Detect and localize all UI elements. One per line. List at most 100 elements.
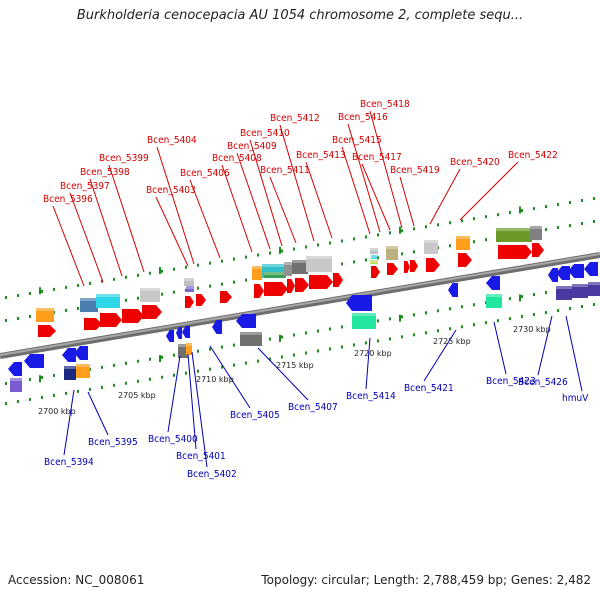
leader-line	[69, 192, 104, 283]
tick-dot	[137, 379, 139, 383]
tick-dot	[509, 211, 511, 215]
upper-gene-labels: Bcen_5396 Bcen_5397 Bcen_5398 Bcen_5399 Bcen…	[43, 99, 558, 205]
gene-label-bcen_5410: Bcen_5410	[240, 128, 290, 139]
tick-dot	[341, 325, 343, 329]
tick-dot	[173, 267, 175, 271]
leader-line	[537, 315, 553, 376]
gene-55	[556, 266, 570, 280]
gene-60-shine	[76, 364, 90, 367]
tick-dot	[161, 375, 163, 379]
gene-33-shine	[306, 256, 332, 259]
gene-18	[426, 258, 440, 272]
tick-dot	[41, 395, 43, 399]
tick-dot	[161, 355, 163, 359]
tick-dot	[557, 309, 559, 313]
tick-dot	[377, 319, 379, 323]
tick-dot	[305, 245, 307, 249]
leader-line	[191, 351, 208, 468]
gene-label-bcen_5403: Bcen_5403	[146, 185, 196, 196]
gene-label-bcen_5397: Bcen_5397	[60, 181, 110, 192]
kbp-label: 2730 kbp	[513, 325, 551, 334]
gene-label-bcen_5411: Bcen_5411	[260, 165, 310, 176]
tick-dot	[485, 215, 487, 219]
major-tick	[159, 355, 161, 363]
gene-24	[96, 294, 120, 308]
gene-label-bcen_5399: Bcen_5399	[99, 153, 149, 164]
major-tick	[159, 267, 161, 275]
tick-dot	[533, 207, 535, 211]
gene-label-bcen_5418: Bcen_5418	[360, 99, 410, 110]
gene-23	[80, 298, 98, 312]
gene-37	[386, 246, 398, 260]
tick-dot	[377, 256, 379, 260]
tick-dot	[545, 291, 547, 295]
tick-dot	[77, 389, 79, 393]
gene-7	[220, 291, 232, 303]
leader-line	[347, 123, 381, 233]
tick-dot	[5, 295, 7, 299]
tick-dot	[341, 345, 343, 349]
tick-dot	[401, 229, 403, 233]
leader-line	[459, 161, 519, 221]
tick-dot	[473, 303, 475, 307]
tick-dot	[233, 280, 235, 284]
tick-dot	[53, 373, 55, 377]
tick-dot	[161, 292, 163, 296]
gene-2	[100, 313, 122, 327]
gene-label-bcen_5413: Bcen_5413	[296, 150, 346, 161]
major-tick	[519, 206, 521, 214]
tick-dot	[5, 318, 7, 322]
leader-line	[493, 321, 507, 375]
leader-line	[279, 124, 315, 242]
tick-dot	[197, 286, 199, 290]
tick-dot	[473, 217, 475, 221]
gene-61	[178, 344, 188, 358]
tick-dot	[461, 219, 463, 223]
tick-dot	[593, 220, 595, 224]
tick-dot	[413, 313, 415, 317]
leader-line	[249, 139, 283, 247]
gene-38-shine	[424, 240, 438, 243]
tick-dot	[401, 315, 403, 319]
gene-56	[568, 264, 584, 278]
tick-dot	[353, 343, 355, 347]
gene-60	[76, 364, 90, 378]
tick-dot	[389, 337, 391, 341]
tick-dot	[17, 399, 19, 403]
leader-line	[305, 161, 333, 239]
tick-dot	[257, 253, 259, 257]
gene-27	[186, 286, 194, 292]
gene-54	[548, 268, 558, 282]
gene-48	[182, 326, 190, 338]
tick-dot	[29, 397, 31, 401]
tick-dot	[401, 335, 403, 339]
gene-53	[486, 276, 500, 290]
tick-dot	[281, 335, 283, 339]
tick-dot	[521, 209, 523, 213]
tick-dot	[173, 353, 175, 357]
leader-line	[63, 389, 75, 456]
gene-label-bcen_5421: Bcen_5421	[404, 383, 454, 394]
gene-59	[64, 366, 76, 380]
tick-dot	[533, 293, 535, 297]
tick-dot	[209, 367, 211, 371]
leader-line	[236, 152, 271, 250]
gene-41	[530, 226, 542, 240]
tick-dot	[317, 329, 319, 333]
tick-dot	[329, 327, 331, 331]
tick-dot	[329, 241, 331, 245]
tick-dot	[545, 205, 547, 209]
leader-line	[156, 146, 195, 265]
tick-dot	[317, 243, 319, 247]
gene-51	[346, 295, 372, 311]
gene-35	[371, 255, 377, 259]
leader-line	[89, 178, 123, 277]
tick-dot	[233, 257, 235, 261]
gene-features	[8, 226, 600, 392]
leader-line	[365, 337, 371, 390]
gene-label-bcen_5402: Bcen_5402	[187, 469, 237, 480]
tick-dot	[317, 349, 319, 353]
gene-67	[572, 284, 588, 298]
tick-dot	[221, 365, 223, 369]
